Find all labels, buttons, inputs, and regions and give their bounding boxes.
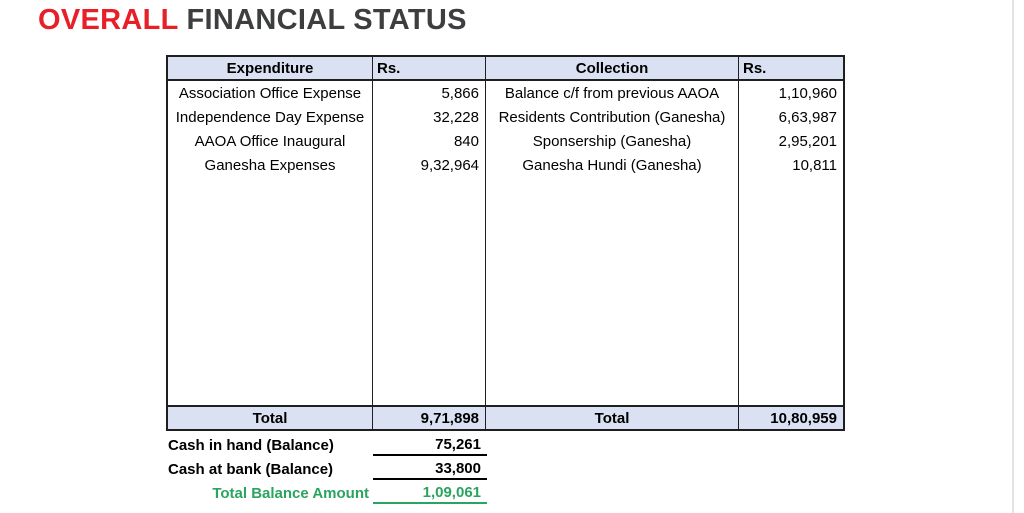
summary-label: Cash at bank (Balance) [168,460,334,478]
slide-edge-divider [1012,0,1014,513]
expenditure-amount-cell: 32,228 [373,105,486,129]
header-collection: Collection [486,57,739,79]
expenditure-amount-cell: 5,866 [373,81,486,105]
collection-amount-cell: 1,10,960 [778,84,837,102]
summary-label: Cash in hand (Balance) [168,436,334,454]
expenditure-cell: Association Office Expense [168,81,373,105]
expenditure-cell: Independence Day Expense [168,105,373,129]
empty-cell [168,177,373,405]
summary-row-total-balance: Total Balance Amount 1,09,061 [166,481,487,505]
empty-cell [373,177,486,405]
summary-row-cash-at-bank: Cash at bank (Balance) 33,800 [166,457,487,481]
summary-value: 33,800 [373,458,487,480]
collection-cell: Ganesha Hundi (Ganesha) [486,153,739,177]
table-row: Association Office Expense 5,866 Balance… [168,81,843,105]
header-expenditure: Expenditure [168,57,373,79]
table-total-row: Total 9,71,898 Total 10,80,959 [168,405,843,429]
empty-cell [739,177,843,405]
expenditure-amount-cell: 840 [373,129,486,153]
collection-amount-cell: 6,63,987 [778,108,837,126]
page-title-rest: FINANCIAL STATUS [178,4,467,36]
summary-value: 75,261 [373,434,487,456]
empty-cell [486,177,739,405]
expenditure-cell: Ganesha Expenses [168,153,373,177]
collection-amount-cell: 2,95,201 [778,132,837,150]
total-label-collection: Total [486,407,739,429]
expenditure-amount-cell: 9,32,964 [373,153,486,177]
page-title: OVERALL FINANCIAL STATUS [38,4,467,37]
expenditure-cell: AAOA Office Inaugural [168,129,373,153]
table-row: Ganesha Expenses 9,32,964 Ganesha Hundi … [168,153,843,177]
total-collection-amount: 10,80,959 [770,409,837,427]
table-empty-area [168,177,843,405]
table-header-row: Expenditure Rs. Collection Rs. [168,57,843,81]
table-row: AAOA Office Inaugural 840 Sponsership (G… [168,129,843,153]
table-row: Independence Day Expense 32,228 Resident… [168,105,843,129]
header-rs-expenditure: Rs. [373,57,486,79]
collection-cell: Residents Contribution (Ganesha) [486,105,739,129]
balance-summary: Cash in hand (Balance) 75,261 Cash at ba… [166,433,487,505]
collection-cell: Balance c/f from previous AAOA [486,81,739,105]
header-rs-collection: Rs. [743,59,767,77]
financial-table: Expenditure Rs. Collection Rs. Associati… [166,55,845,431]
summary-value: 1,09,061 [373,482,487,504]
page-title-highlight: OVERALL [38,4,179,36]
summary-row-cash-in-hand: Cash in hand (Balance) 75,261 [166,433,487,457]
total-expenditure-amount: 9,71,898 [373,407,486,429]
collection-amount-cell: 10,811 [792,156,837,174]
summary-label: Total Balance Amount [212,484,369,502]
collection-cell: Sponsership (Ganesha) [486,129,739,153]
total-label-expenditure: Total [168,407,373,429]
